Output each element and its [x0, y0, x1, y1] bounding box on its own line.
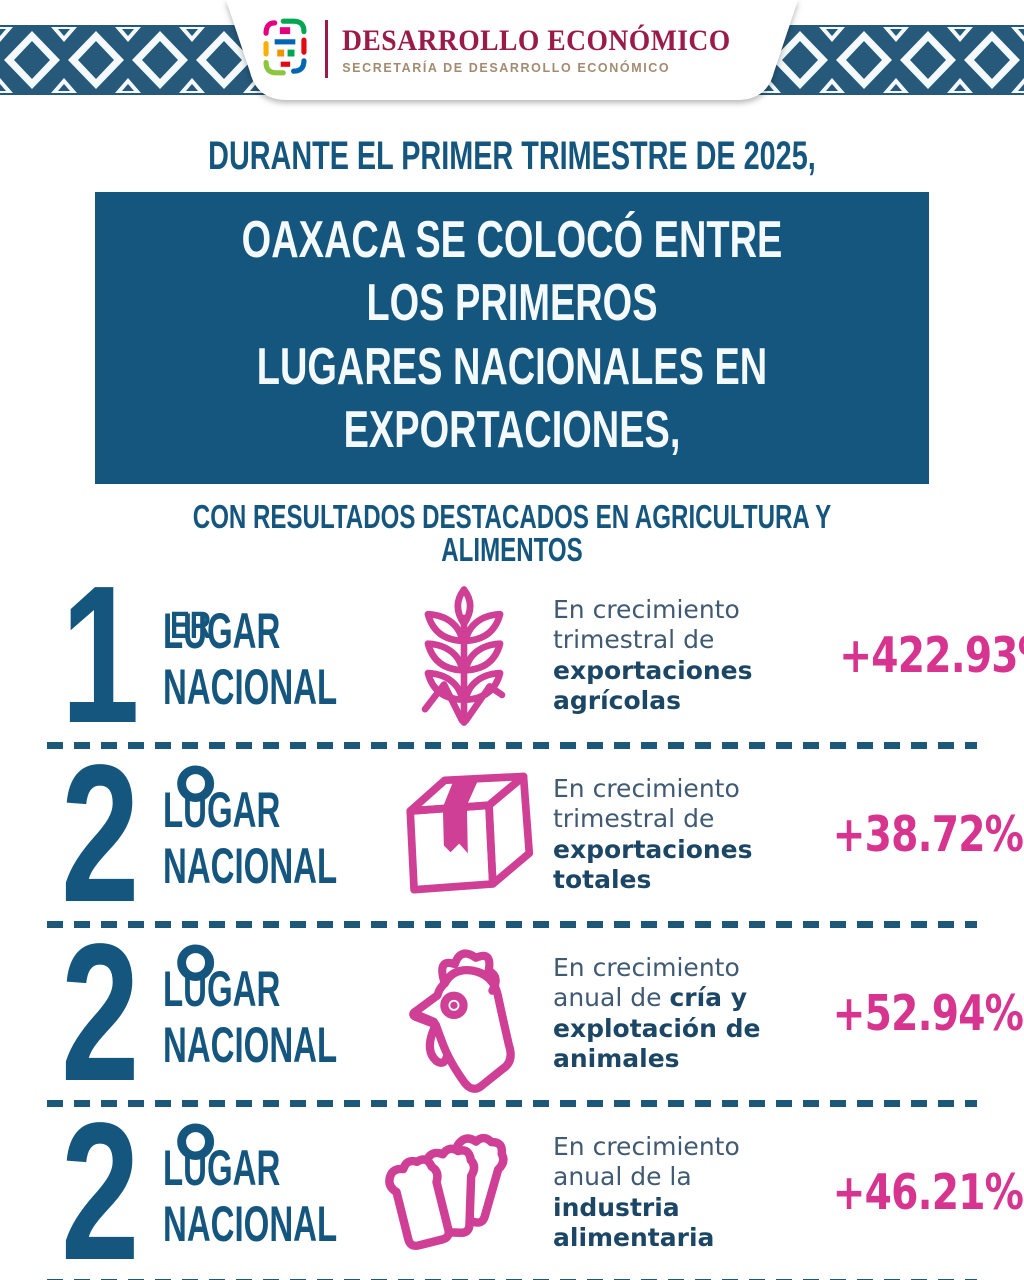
stat-row-total-exports: 2 ° LUGAR NACIONAL En crecimiento tr — [45, 724, 1024, 944]
stat-description: En crecimiento anual de cría y explotaci… — [553, 953, 785, 1075]
subtitle-text: CON RESULTADOS DESTACADOS EN AGRICULTURA… — [192, 497, 832, 568]
wheat-icon — [375, 580, 553, 732]
stat-row-food-industry: 2 ° LUGAR NACIONAL — [45, 1082, 1024, 1280]
place-word: LUGAR — [163, 781, 281, 838]
place-word: LUGAR — [163, 1139, 281, 1196]
rank-number: 2 — [61, 724, 140, 944]
desc-normal: En crecimiento trimestral de — [553, 594, 740, 655]
rank-badge: 2 ° — [45, 903, 219, 1123]
desc-normal: En crecimiento trimestral de — [553, 773, 740, 834]
intro-title-text: DURANTE EL PRIMER TRIMESTRE DE 2025, — [208, 134, 816, 178]
desc-normal: En crecimiento anual de — [553, 952, 740, 1013]
stat-value: +422.93% — [839, 627, 1024, 685]
rank-badge: 2 ° — [45, 724, 219, 944]
dashed-separator — [47, 1099, 977, 1107]
banner-line-2: LUGARES NACIONALES EN EXPORTACIONES, — [256, 337, 768, 460]
stat-description: En crecimiento trimestral de exportacion… — [553, 774, 785, 896]
rank-number: 1 — [61, 545, 140, 765]
national-word: NACIONAL — [163, 1016, 338, 1073]
subtitle: CON RESULTADOS DESTACADOS EN AGRICULTURA… — [0, 500, 1024, 566]
dashed-separator — [47, 741, 977, 749]
brand-divider — [325, 20, 329, 78]
rank-badge: 2 ° — [45, 1082, 219, 1280]
desc-bold: cría y explotación de animales — [553, 983, 761, 1074]
rank-number: 2 — [61, 1082, 140, 1280]
bread-icon — [375, 1117, 553, 1269]
rank-suffix: ER — [170, 605, 212, 648]
stat-row-agricultural-exports: 1 ER LUGAR NACIONAL — [45, 545, 1024, 765]
place-word: LUGAR — [163, 602, 281, 659]
stat-value: +46.21% — [832, 1164, 1024, 1222]
brand-subtitle: SECRETARÍA DE DESARROLLO ECONÓMICO — [342, 60, 671, 75]
desc-bold: exportaciones totales — [553, 834, 753, 895]
government-logo-icon — [259, 16, 311, 82]
dashed-separator — [47, 1278, 977, 1280]
desc-bold: industria alimentaria — [553, 1192, 715, 1253]
banner-line-1: OAXACA SE COLOCÓ ENTRE LOS PRIMEROS — [241, 211, 783, 333]
headline-banner: OAXACA SE COLOCÓ ENTRE LOS PRIMEROS LUGA… — [95, 192, 929, 484]
place-label: LUGAR NACIONAL — [163, 597, 375, 715]
stat-description: En crecimiento trimestral de exportacion… — [553, 595, 785, 717]
stats-list: 1 ER LUGAR NACIONAL — [0, 545, 1024, 1280]
place-label: LUGAR NACIONAL — [163, 955, 375, 1073]
place-word: LUGAR — [163, 960, 281, 1017]
rank-badge: 1 ER — [45, 545, 211, 765]
national-word: NACIONAL — [163, 658, 338, 715]
logo-card: DESARROLLO ECONÓMICO SECRETARÍA DE DESAR… — [222, 0, 802, 108]
package-icon — [375, 763, 553, 907]
place-label: LUGAR NACIONAL — [163, 1134, 375, 1252]
place-label: LUGAR NACIONAL — [163, 776, 375, 894]
dashed-separator — [47, 920, 977, 928]
rank-number: 2 — [61, 903, 140, 1123]
national-word: NACIONAL — [163, 837, 338, 894]
intro-title: DURANTE EL PRIMER TRIMESTRE DE 2025, — [0, 136, 1024, 176]
stat-row-animal-breeding: 2 ° LUGAR NACIONAL — [45, 903, 1024, 1123]
chicken-icon — [375, 934, 553, 1094]
stat-value: +38.72% — [832, 806, 1024, 864]
national-word: NACIONAL — [163, 1195, 338, 1252]
stat-value: +52.94% — [832, 985, 1024, 1043]
stat-description: En crecimiento anual de la industria ali… — [553, 1132, 785, 1254]
desc-bold: exportaciones agrícolas — [553, 655, 753, 716]
desc-normal: En crecimiento anual de la — [553, 1131, 740, 1192]
brand-title: DESARROLLO ECONÓMICO — [342, 23, 731, 57]
masthead: DESARROLLO ECONÓMICO SECRETARÍA DE DESAR… — [0, 0, 1024, 110]
